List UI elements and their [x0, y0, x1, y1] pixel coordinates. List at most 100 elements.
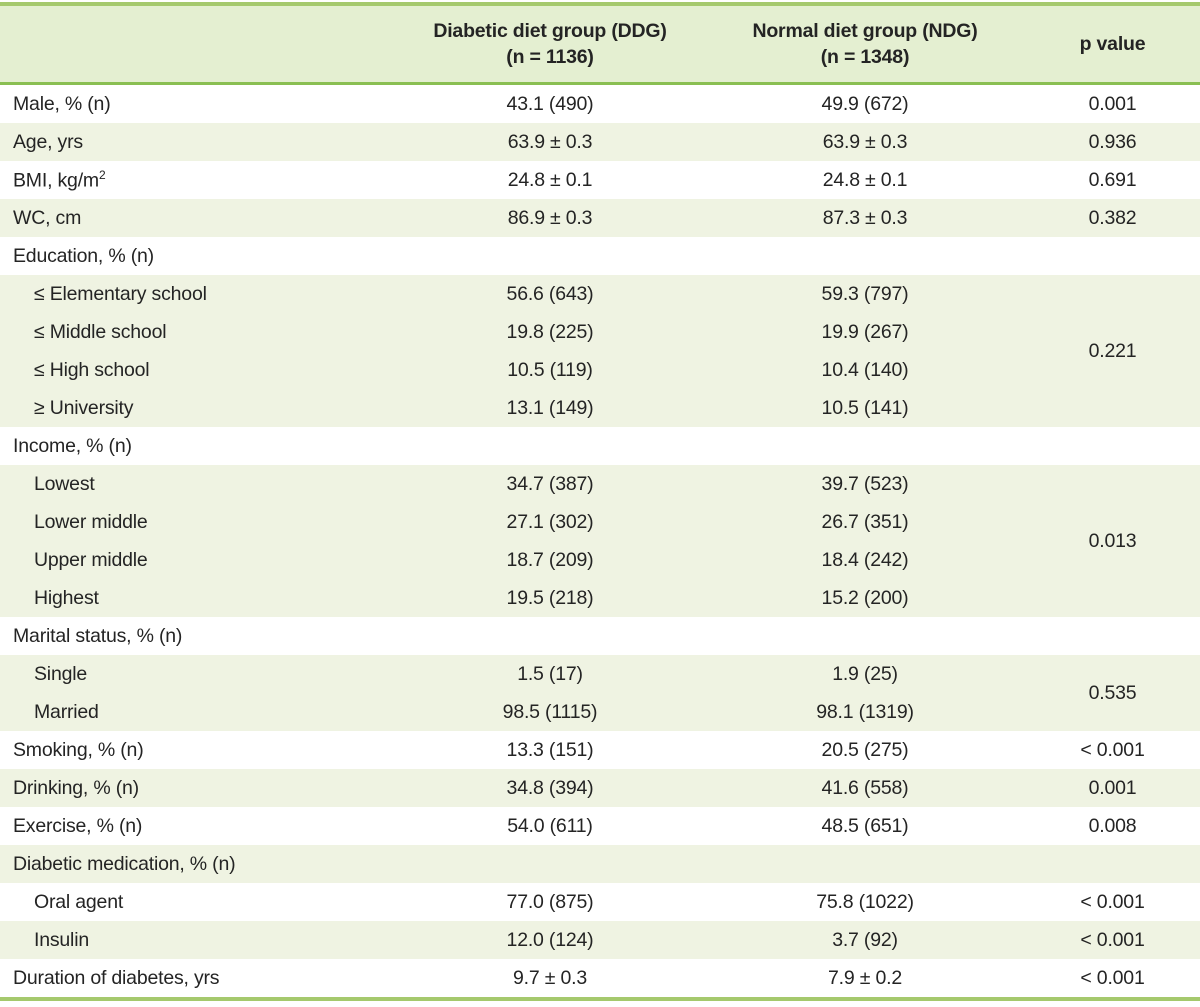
ddg-value-cell: 34.8 (394) [506, 776, 594, 799]
p-value-cell: 0.001 [1088, 92, 1137, 115]
row-label-cell: Drinking, % (n) [13, 776, 139, 799]
table-row-marital-header: Marital status, % (n) [0, 617, 1200, 655]
table-row-lowest: Lowest 34.7 (387) 39.7 (523) 0.013 [0, 465, 1200, 552]
row-label-cell: Smoking, % (n) [13, 738, 144, 761]
ddg-value-cell: 56.6 (643) [506, 282, 594, 305]
ndg-value-cell: 10.4 (140) [821, 358, 909, 381]
section-header-cell: Education, % (n) [13, 244, 154, 267]
ndg-value-cell: 87.3 ± 0.3 [822, 206, 908, 229]
ddg-value-cell: 77.0 (875) [506, 890, 594, 913]
row-label-cell: ≤ Elementary school [34, 282, 207, 305]
row-label-cell: Lowest [34, 472, 95, 495]
ddg-value-cell: 19.5 (218) [506, 586, 594, 609]
ndg-value-cell: 63.9 ± 0.3 [822, 130, 908, 153]
p-value-cell: 0.936 [1088, 130, 1137, 153]
ndg-value-cell: 75.8 (1022) [816, 890, 914, 913]
row-label-cell: Duration of diabetes, yrs [13, 966, 220, 989]
table-row-insulin: Insulin 12.0 (124) 3.7 (92) < 0.001 [0, 921, 1200, 959]
table-row-drinking: Drinking, % (n) 34.8 (394) 41.6 (558) 0.… [0, 769, 1200, 807]
p-value-cell: < 0.001 [1080, 928, 1145, 951]
p-value-cell [1025, 845, 1200, 883]
header-row: Diabetic diet group (DDG) (n = 1136) Nor… [0, 4, 1200, 85]
table-row-education-header: Education, % (n) [0, 237, 1200, 275]
ndg-value-cell: 26.7 (351) [821, 510, 909, 533]
ndg-value-cell: 49.9 (672) [821, 92, 909, 115]
ddg-value-cell: 43.1 (490) [506, 92, 594, 115]
table-row-lower-middle: Lower middle 27.1 (302) 26.7 (351) [0, 503, 1200, 541]
row-label-cell: BMI, kg/m2 [0, 161, 395, 199]
ddg-value-cell: 19.8 (225) [506, 320, 594, 343]
ndg-value-cell: 98.1 (1319) [816, 700, 914, 723]
header-ddg-cell: Diabetic diet group (DDG) (n = 1136) [395, 4, 705, 85]
table-row-married: Married 98.5 (1115) 98.1 (1319) [0, 693, 1200, 731]
section-header-cell: Diabetic medication, % (n) [13, 852, 236, 875]
ddg-column-title: Diabetic diet group (DDG) [433, 20, 667, 42]
ndg-value-cell: 59.3 (797) [821, 282, 909, 305]
table-row-highest: Highest 19.5 (218) 15.2 (200) [0, 579, 1200, 617]
table-body: Male, % (n) 43.1 (490) 49.9 (672) 0.001 … [0, 83, 1200, 999]
header-pvalue-cell: p value [1025, 4, 1200, 85]
table-row-upper-middle: Upper middle 18.7 (209) 18.4 (242) [0, 541, 1200, 579]
ndg-value-cell: 39.7 (523) [821, 472, 909, 495]
ndg-column-n: (n = 1348) [820, 46, 910, 68]
section-header-cell: Marital status, % (n) [13, 624, 183, 647]
table-row-exercise: Exercise, % (n) 54.0 (611) 48.5 (651) 0.… [0, 807, 1200, 845]
table-row-high-school: ≤ High school 10.5 (119) 10.4 (140) [0, 351, 1200, 389]
table-row-elementary: ≤ Elementary school 56.6 (643) 59.3 (797… [0, 275, 1200, 362]
p-value-cell: 0.001 [1088, 776, 1137, 799]
table-row-age: Age, yrs 63.9 ± 0.3 63.9 ± 0.3 0.936 [0, 123, 1200, 161]
table-row-male: Male, % (n) 43.1 (490) 49.9 (672) 0.001 [0, 83, 1200, 123]
row-label-cell: ≥ University [34, 396, 134, 419]
row-label-cell: Lower middle [34, 510, 148, 533]
ddg-value-cell [395, 427, 705, 465]
ndg-value-cell [705, 427, 1025, 465]
ddg-value-cell: 12.0 (124) [506, 928, 594, 951]
ddg-column-n: (n = 1136) [506, 46, 594, 68]
row-label-text: BMI, kg/m [13, 169, 99, 192]
p-value-cell: < 0.001 [1080, 966, 1145, 989]
ddg-value-cell: 63.9 ± 0.3 [507, 130, 593, 153]
table-row-income-header: Income, % (n) [0, 427, 1200, 465]
row-label-cell: Exercise, % (n) [13, 814, 143, 837]
p-value-group-cell: 0.221 [1088, 339, 1137, 362]
ddg-value-cell: 10.5 (119) [507, 358, 593, 381]
ddg-value-cell: 54.0 (611) [507, 814, 593, 837]
header-blank-cell [0, 4, 395, 85]
p-value-cell: 0.008 [1088, 814, 1137, 837]
row-label-cell: WC, cm [13, 206, 82, 229]
ndg-value-cell [705, 237, 1025, 275]
row-label-cell: Male, % (n) [13, 92, 111, 115]
table-row-bmi: BMI, kg/m2 24.8 ± 0.1 24.8 ± 0.1 0.691 [0, 161, 1200, 199]
p-value-cell [1025, 237, 1200, 275]
row-label-cell: Married [34, 700, 99, 723]
ndg-value-cell: 3.7 (92) [832, 928, 898, 951]
ndg-value-cell: 7.9 ± 0.2 [828, 966, 902, 989]
ndg-value-cell: 20.5 (275) [821, 738, 909, 761]
ndg-value-cell: 48.5 (651) [821, 814, 909, 837]
table-row-oral-agent: Oral agent 77.0 (875) 75.8 (1022) < 0.00… [0, 883, 1200, 921]
section-header-cell: Income, % (n) [13, 434, 132, 457]
ddg-value-cell: 18.7 (209) [506, 548, 594, 571]
ndg-value-cell: 10.5 (141) [821, 396, 909, 419]
ndg-value-cell [705, 845, 1025, 883]
ndg-value-cell: 18.4 (242) [821, 548, 909, 571]
ndg-value-cell: 41.6 (558) [821, 776, 909, 799]
ddg-value-cell [395, 845, 705, 883]
row-label-cell: ≤ Middle school [34, 320, 167, 343]
row-label-cell: Single [34, 662, 88, 685]
row-label-superscript: 2 [98, 167, 106, 182]
table-row-wc: WC, cm 86.9 ± 0.3 87.3 ± 0.3 0.382 [0, 199, 1200, 237]
ddg-value-cell [395, 617, 705, 655]
table-row-medication-header: Diabetic medication, % (n) [0, 845, 1200, 883]
ddg-value-cell: 13.3 (151) [506, 738, 594, 761]
p-value-cell: 0.691 [1088, 168, 1137, 191]
row-label-cell: Highest [34, 586, 99, 609]
ddg-value-cell: 98.5 (1115) [502, 700, 598, 723]
table-row-single: Single 1.5 (17) 1.9 (25) 0.535 [0, 655, 1200, 704]
ddg-value-cell: 9.7 ± 0.3 [513, 966, 587, 989]
p-value-cell [1025, 427, 1200, 465]
ddg-value-cell: 34.7 (387) [506, 472, 594, 495]
p-value-cell [1025, 617, 1200, 655]
